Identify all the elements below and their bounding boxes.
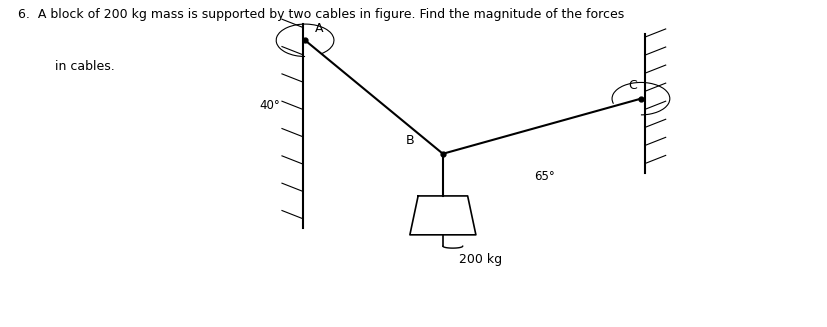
Text: B: B [405,134,414,147]
Text: C: C [628,79,636,92]
Text: 200 kg: 200 kg [459,253,502,266]
Text: 40°: 40° [260,99,280,112]
Text: 65°: 65° [533,170,554,183]
Text: in cables.: in cables. [55,60,115,73]
Text: 6.  A block of 200 kg mass is supported by two cables in figure. Find the magnit: 6. A block of 200 kg mass is supported b… [18,8,624,21]
Text: A: A [314,23,323,35]
